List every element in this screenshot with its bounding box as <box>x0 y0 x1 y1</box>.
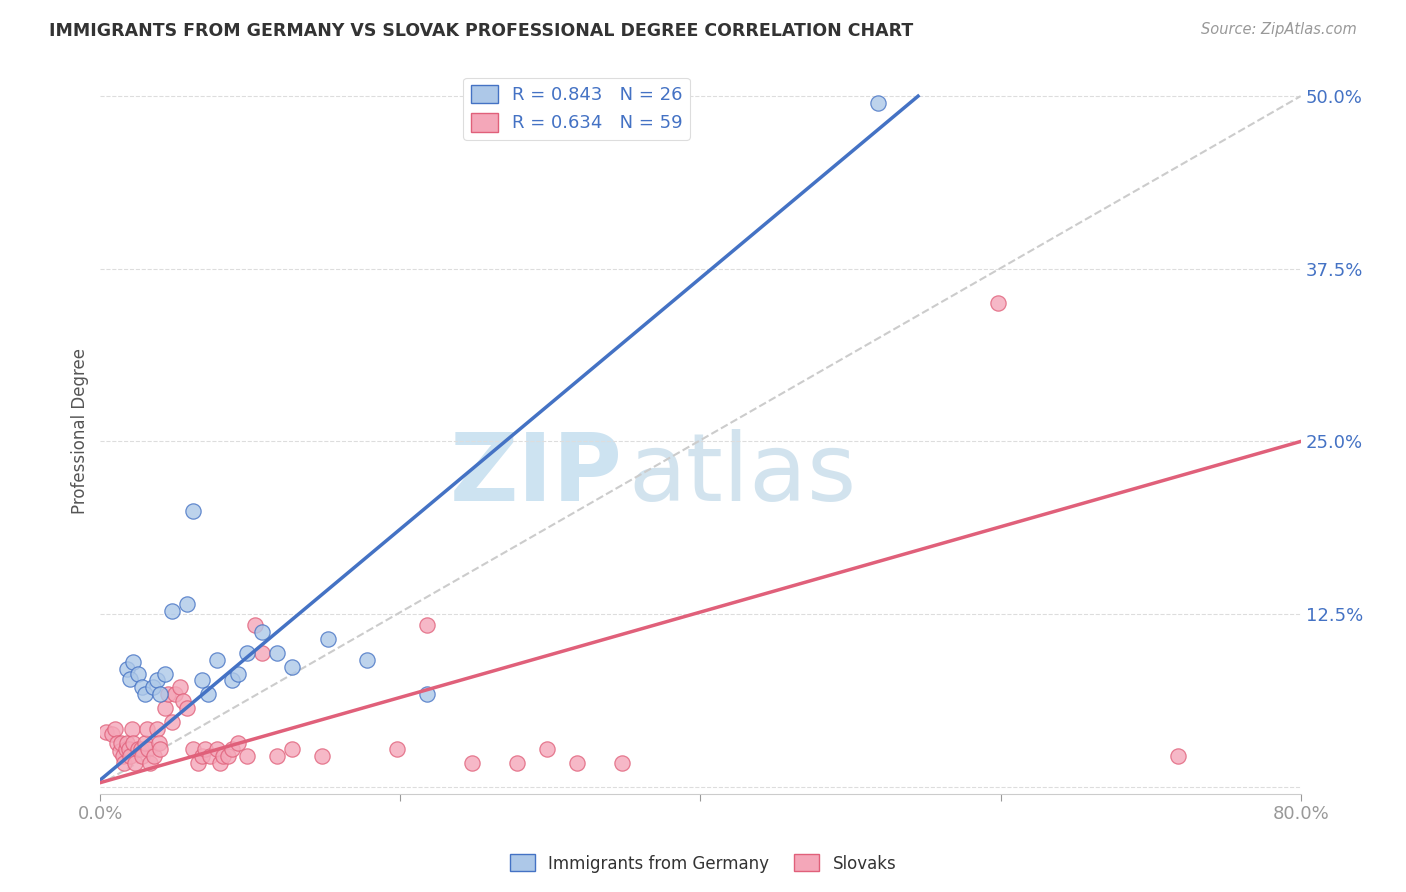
Text: atlas: atlas <box>628 429 856 521</box>
Text: Source: ZipAtlas.com: Source: ZipAtlas.com <box>1201 22 1357 37</box>
Legend: Immigrants from Germany, Slovaks: Immigrants from Germany, Slovaks <box>503 847 903 880</box>
Text: ZIP: ZIP <box>450 429 623 521</box>
Text: IMMIGRANTS FROM GERMANY VS SLOVAK PROFESSIONAL DEGREE CORRELATION CHART: IMMIGRANTS FROM GERMANY VS SLOVAK PROFES… <box>49 22 914 40</box>
Y-axis label: Professional Degree: Professional Degree <box>72 348 89 514</box>
Legend: R = 0.843   N = 26, R = 0.634   N = 59: R = 0.843 N = 26, R = 0.634 N = 59 <box>464 78 690 140</box>
